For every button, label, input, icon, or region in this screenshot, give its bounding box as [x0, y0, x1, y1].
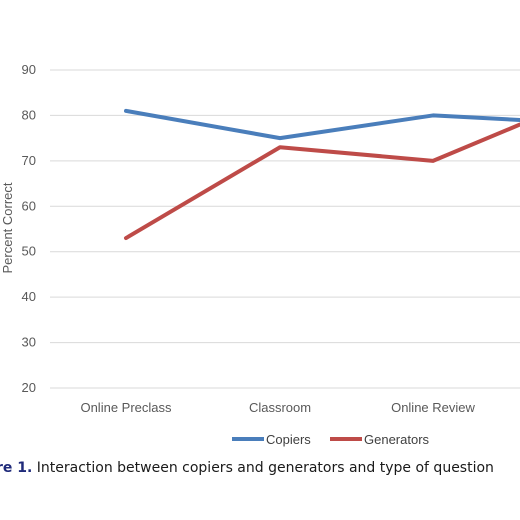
y-tick-label: 60	[22, 198, 36, 213]
x-tick-label: Online Preclass	[80, 400, 172, 415]
y-tick-label: 80	[22, 107, 36, 122]
gridlines	[50, 69, 520, 389]
series-line-generators	[124, 122, 520, 241]
legend: Copiers Generators	[232, 432, 430, 447]
x-tick-label: Classroom	[249, 400, 311, 415]
series-line-copiers	[124, 108, 520, 141]
figure-caption: ure 1. Interaction between copiers and g…	[0, 460, 494, 476]
legend-label: Generators	[364, 432, 430, 447]
y-tick-label: 50	[22, 244, 36, 259]
y-tick-label: 40	[22, 289, 36, 304]
figure-label: ure 1.	[0, 460, 33, 476]
series-lines	[124, 108, 520, 241]
y-axis-ticks: 20 30 40 50 60 70 80 90	[22, 62, 36, 395]
y-tick-label: 20	[22, 380, 36, 395]
figure-caption-text: Interaction between copiers and generato…	[36, 460, 494, 476]
y-tick-label: 30	[22, 335, 36, 350]
y-tick-label: 70	[22, 153, 36, 168]
y-tick-label: 90	[22, 62, 36, 77]
legend-label: Copiers	[266, 432, 311, 447]
x-tick-label: Online Review	[391, 400, 475, 415]
y-axis-title: Percent Correct	[0, 182, 15, 273]
x-axis-ticks: Online Preclass Classroom Online Review	[80, 400, 475, 415]
